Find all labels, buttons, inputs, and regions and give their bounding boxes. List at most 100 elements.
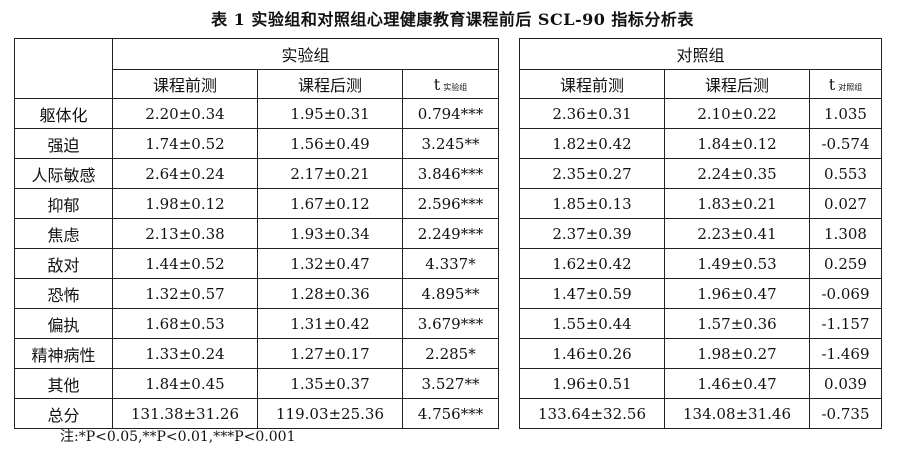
ctrl-t-cell: -1.157 [809, 308, 882, 339]
ctrl-t-header: t 对照组 [809, 69, 882, 99]
group-gap [498, 98, 520, 129]
exp-t-cell: 2.285* [402, 338, 499, 369]
exp-post-cell: 1.35±0.37 [257, 368, 403, 399]
ctrl-t-cell: -0.069 [809, 278, 882, 309]
ctrl-pre-cell: 1.46±0.26 [519, 338, 665, 369]
ctrl-pre-cell: 1.62±0.42 [519, 248, 665, 279]
ctrl-pre-cell: 1.55±0.44 [519, 308, 665, 339]
scl90-table-container: 实验组 对照组 课程前测 课程后测 t 实验组 课程前测 课程后测 t 对照组 躯体… [14, 38, 882, 429]
ctrl-pre-cell: 1.96±0.51 [519, 368, 665, 399]
ctrl-pre-cell: 133.64±32.56 [519, 398, 665, 429]
ctrl-post-cell: 2.24±0.35 [664, 158, 810, 189]
exp-post-cell: 1.28±0.36 [257, 278, 403, 309]
ctrl-post-header: 课程后测 [664, 69, 810, 99]
table-row: 偏执 1.68±0.53 1.31±0.42 3.679*** 1.55±0.44 1.5… [14, 308, 882, 339]
exp-t-cell: 3.527** [402, 368, 499, 399]
row-label: 敌对 [14, 248, 113, 279]
row-label: 抑郁 [14, 188, 113, 219]
ctrl-t-cell: 0.027 [809, 188, 882, 219]
table-row: 躯体化 2.20±0.34 1.95±0.31 0.794*** 2.36±0.31 2.… [14, 98, 882, 129]
exp-pre-cell: 1.74±0.52 [112, 128, 258, 159]
t-label: t [828, 74, 836, 94]
group-gap [498, 158, 520, 189]
ctrl-post-cell: 2.23±0.41 [664, 218, 810, 249]
exp-pre-header: 课程前测 [112, 69, 258, 99]
ctrl-t-cell: 1.035 [809, 98, 882, 129]
ctrl-t-cell: 0.039 [809, 368, 882, 399]
table-row: 人际敏感 2.64±0.24 2.17±0.21 3.846*** 2.35±0.27 2… [14, 158, 882, 189]
ctrl-post-cell: 1.84±0.12 [664, 128, 810, 159]
group-gap [498, 278, 520, 309]
exp-t-cell: 0.794*** [402, 98, 499, 129]
group-gap [498, 248, 520, 279]
exp-t-cell: 3.846*** [402, 158, 499, 189]
ctrl-pre-cell: 2.37±0.39 [519, 218, 665, 249]
exp-post-header: 课程后测 [257, 69, 403, 99]
table-row: 精神病性 1.33±0.24 1.27±0.17 2.285* 1.46±0.26 1.9… [14, 338, 882, 369]
exp-post-cell: 1.56±0.49 [257, 128, 403, 159]
exp-t-header: t 实验组 [402, 69, 499, 99]
exp-pre-cell: 2.20±0.34 [112, 98, 258, 129]
ctrl-t-cell: 0.553 [809, 158, 882, 189]
group-header-row: 实验组 对照组 [14, 38, 882, 99]
t-subscript: 实验组 [443, 82, 468, 92]
significance-note: 注:*P<0.05,**P<0.01,***P<0.001 [60, 429, 296, 445]
ctrl-t-cell: -0.735 [809, 398, 882, 429]
ctrl-t-cell: 0.259 [809, 248, 882, 279]
row-label: 偏执 [14, 308, 113, 339]
exp-pre-cell: 1.98±0.12 [112, 188, 258, 219]
exp-pre-cell: 2.13±0.38 [112, 218, 258, 249]
ctrl-post-cell: 2.10±0.22 [664, 98, 810, 129]
control-group-header: 对照组 [519, 38, 882, 70]
ctrl-pre-cell: 1.47±0.59 [519, 278, 665, 309]
row-label: 精神病性 [14, 338, 113, 369]
scl90-table: 实验组 对照组 课程前测 课程后测 t 实验组 课程前测 课程后测 t 对照组 躯体… [14, 38, 882, 429]
exp-post-cell: 1.93±0.34 [257, 218, 403, 249]
experimental-group-header: 实验组 [112, 38, 499, 70]
group-gap [498, 338, 520, 369]
table-row: 焦虑 2.13±0.38 1.93±0.34 2.249*** 2.37±0.39 2.2… [14, 218, 882, 249]
table-row: 强迫 1.74±0.52 1.56±0.49 3.245** 1.82±0.42 1.84… [14, 128, 882, 159]
group-gap [498, 188, 520, 219]
group-gap [498, 38, 520, 99]
table-row: 敌对 1.44±0.52 1.32±0.47 4.337* 1.62±0.42 1.49±… [14, 248, 882, 279]
exp-post-cell: 1.95±0.31 [257, 98, 403, 129]
ctrl-pre-header: 课程前测 [519, 69, 665, 99]
exp-t-cell: 4.337* [402, 248, 499, 279]
row-label: 其他 [14, 368, 113, 399]
ctrl-post-cell: 1.83±0.21 [664, 188, 810, 219]
t-label: t [433, 74, 441, 94]
ctrl-post-cell: 1.96±0.47 [664, 278, 810, 309]
row-label: 躯体化 [14, 98, 113, 129]
exp-pre-cell: 131.38±31.26 [112, 398, 258, 429]
exp-t-cell: 3.245** [402, 128, 499, 159]
t-subscript: 对照组 [838, 82, 863, 92]
ctrl-post-cell: 1.46±0.47 [664, 368, 810, 399]
exp-pre-cell: 1.32±0.57 [112, 278, 258, 309]
corner-cell [14, 38, 113, 99]
table-row: 恐怖 1.32±0.57 1.28±0.36 4.895** 1.47±0.59 1.96… [14, 278, 882, 309]
ctrl-post-cell: 1.49±0.53 [664, 248, 810, 279]
exp-t-cell: 2.596*** [402, 188, 499, 219]
row-label: 焦虑 [14, 218, 113, 249]
exp-post-cell: 1.67±0.12 [257, 188, 403, 219]
exp-t-cell: 4.756*** [402, 398, 499, 429]
row-label: 恐怖 [14, 278, 113, 309]
table-row: 总分 131.38±31.26 119.03±25.36 4.756*** 133.64… [14, 398, 882, 429]
table-row: 抑郁 1.98±0.12 1.67±0.12 2.596*** 1.85±0.13 1.8… [14, 188, 882, 219]
table-row: 其他 1.84±0.45 1.35±0.37 3.527** 1.96±0.51 1.46… [14, 368, 882, 399]
ctrl-pre-cell: 1.82±0.42 [519, 128, 665, 159]
ctrl-t-cell: -0.574 [809, 128, 882, 159]
exp-t-cell: 3.679*** [402, 308, 499, 339]
exp-post-cell: 2.17±0.21 [257, 158, 403, 189]
exp-post-cell: 1.27±0.17 [257, 338, 403, 369]
ctrl-t-cell: 1.308 [809, 218, 882, 249]
ctrl-post-cell: 134.08±31.46 [664, 398, 810, 429]
ctrl-post-cell: 1.57±0.36 [664, 308, 810, 339]
ctrl-post-cell: 1.98±0.27 [664, 338, 810, 369]
row-label: 总分 [14, 398, 113, 429]
exp-post-cell: 1.31±0.42 [257, 308, 403, 339]
exp-t-cell: 2.249*** [402, 218, 499, 249]
group-gap [498, 128, 520, 159]
row-label: 人际敏感 [14, 158, 113, 189]
